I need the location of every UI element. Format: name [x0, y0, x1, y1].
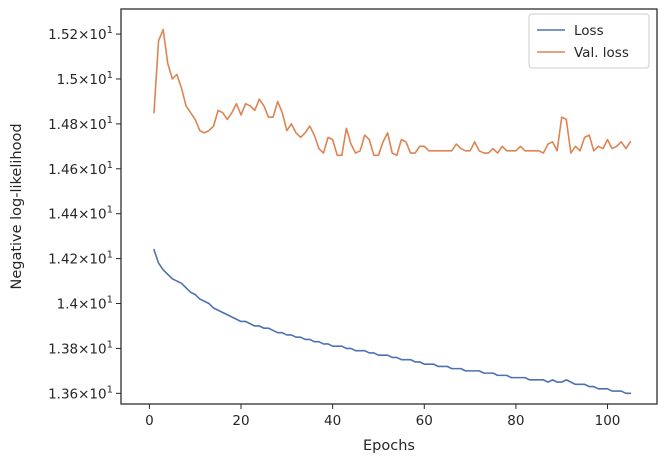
y-tick-label: 1.42×101	[48, 250, 113, 268]
x-tick-label: 100	[595, 413, 621, 429]
series-layer	[153, 28, 632, 395]
x-axis: 0 20 40 60 80 100	[145, 404, 620, 429]
series-line-val-loss	[153, 28, 632, 157]
y-tick-label: 1.38×101	[48, 339, 113, 357]
y-tick-label: 1.48×101	[48, 115, 113, 133]
y-tick-label: 1.46×101	[48, 160, 113, 178]
y-axis-title: Negative log-likelihood	[9, 123, 25, 289]
series-line-loss	[153, 248, 632, 395]
y-tick-label: 1.5×101	[57, 70, 113, 88]
x-axis-title: Epochs	[363, 438, 415, 454]
y-tick-label: 1.52×101	[48, 25, 113, 43]
legend-box	[528, 13, 650, 69]
legend-label: Val. loss	[574, 45, 629, 61]
x-tick-label: 0	[145, 413, 154, 429]
legend: Loss Val. loss	[528, 13, 650, 69]
y-tick-label: 1.36×101	[48, 384, 113, 402]
y-tick-label: 1.44×101	[48, 205, 113, 223]
x-tick-label: 80	[507, 413, 524, 429]
x-tick-label: 60	[416, 413, 433, 429]
y-axis: 1.36×101 1.38×101 1.4×101 1.42×101 1.44×101 1…	[48, 25, 121, 402]
plot-area-frame	[120, 8, 658, 405]
x-tick-label: 40	[324, 413, 341, 429]
legend-label: Loss	[574, 23, 604, 39]
y-tick-label: 1.4×101	[57, 295, 113, 313]
x-tick-label: 20	[232, 413, 249, 429]
